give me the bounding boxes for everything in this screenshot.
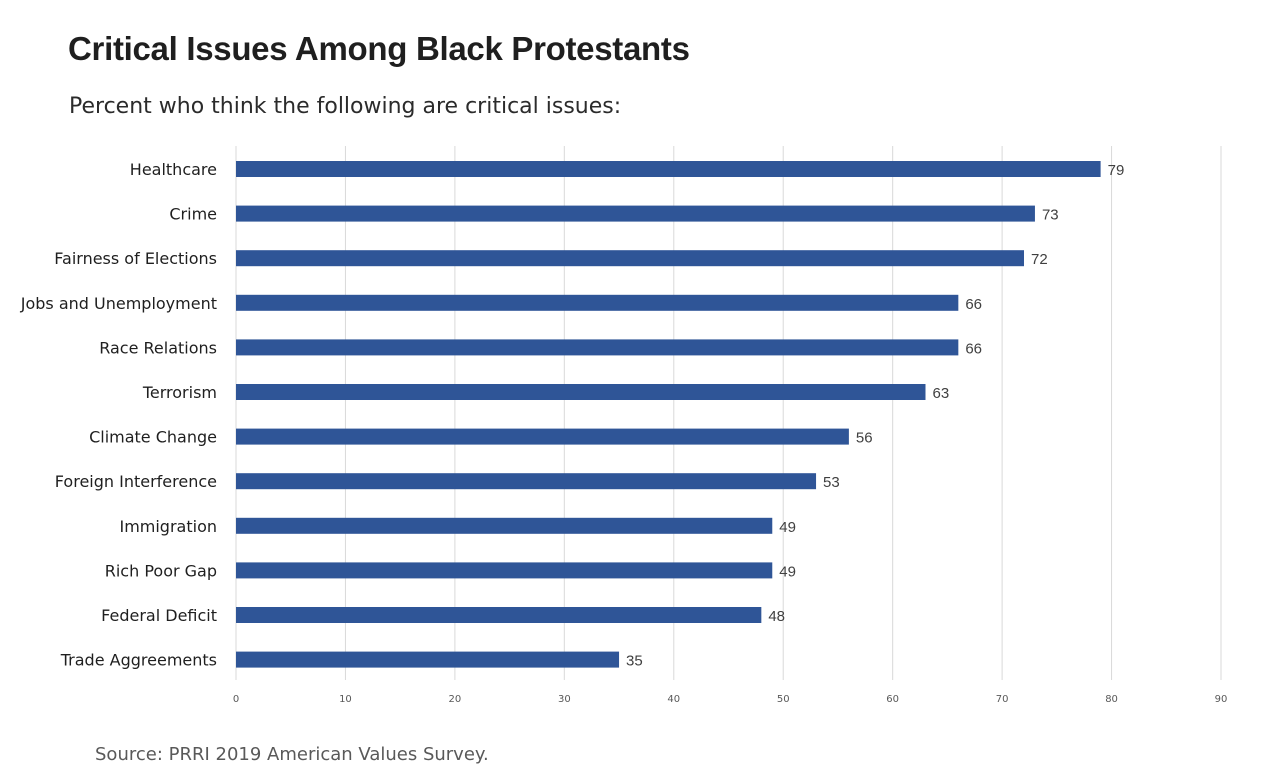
bar: [236, 428, 849, 445]
gridlines: [235, 146, 1222, 680]
category-label: Race Relations: [99, 338, 217, 357]
chart-title: Critical Issues Among Black Protestants: [68, 30, 690, 67]
x-tick-label: 0: [233, 694, 239, 705]
value-label: 66: [965, 340, 982, 357]
value-label: 49: [779, 563, 796, 580]
category-label: Federal Deficit: [101, 606, 217, 625]
value-label: 79: [1108, 162, 1125, 179]
value-label: 66: [965, 296, 982, 313]
bar: [236, 205, 1035, 222]
bar: [236, 562, 773, 579]
value-label: 35: [626, 653, 643, 670]
bar: [236, 250, 1024, 267]
bar: [236, 384, 926, 400]
x-tick-label: 10: [339, 694, 352, 705]
x-tick-label: 50: [777, 694, 790, 705]
value-labels: 79 73 72 66 66 63 56 53 49 49 48 35: [626, 162, 1124, 670]
category-label: Fairness of Elections: [54, 249, 217, 268]
x-tick-labels: 0 10 20 30 40 50 60 70 80 90: [233, 694, 1228, 705]
bar: [236, 294, 959, 311]
bar: [236, 607, 762, 623]
bar: [236, 339, 959, 356]
x-tick-label: 40: [667, 694, 680, 705]
category-label: Rich Poor Gap: [105, 561, 217, 580]
category-label: Terrorism: [142, 383, 217, 402]
category-label: Jobs and Unemployment: [20, 294, 217, 313]
source-note: Source: PRRI 2019 American Values Survey…: [95, 744, 489, 765]
category-label: Healthcare: [130, 160, 217, 179]
bars: [236, 161, 1101, 668]
bar: [236, 161, 1101, 177]
x-tick-label: 90: [1215, 694, 1228, 705]
x-tick-label: 80: [1105, 694, 1118, 705]
category-label: Immigration: [119, 517, 217, 536]
value-label: 72: [1031, 251, 1048, 268]
x-tick-label: 60: [886, 694, 899, 705]
x-tick-label: 30: [558, 694, 571, 705]
category-label: Crime: [169, 205, 217, 224]
x-tick-label: 20: [449, 694, 462, 705]
bar: [236, 473, 817, 490]
category-label: Trade Aggreements: [60, 651, 217, 670]
x-tick-label: 70: [996, 694, 1009, 705]
category-labels: Healthcare Crime Fairness of Elections Jobs…: [20, 160, 217, 670]
value-label: 49: [779, 519, 796, 536]
bar: [236, 517, 773, 534]
value-label: 56: [856, 430, 873, 447]
category-label: Foreign Interference: [55, 472, 217, 491]
value-label: 53: [823, 474, 840, 491]
chart-subtitle: Percent who think the following are crit…: [69, 94, 622, 119]
value-label: 48: [768, 608, 785, 625]
category-label: Climate Change: [89, 428, 217, 447]
value-label: 63: [933, 385, 950, 402]
bar: [236, 651, 620, 668]
value-label: 73: [1042, 207, 1059, 224]
